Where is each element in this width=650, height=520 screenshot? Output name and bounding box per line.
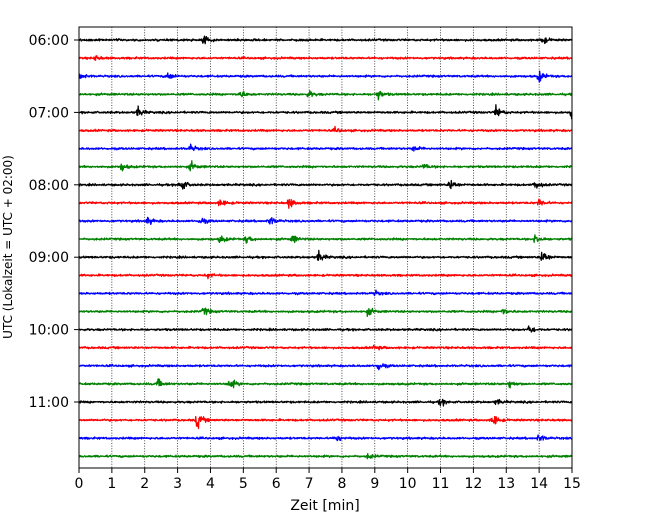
trace-0745 xyxy=(78,160,573,172)
plot-frame xyxy=(78,26,573,469)
y-tick-label-1100: 11:00 xyxy=(29,395,69,411)
x-tick-label-9: 9 xyxy=(370,476,379,492)
trace-0730 xyxy=(78,143,573,152)
y-axis-ticks: 06:00 07:00 08:00 09:00 10:00 11:00 xyxy=(29,33,79,411)
trace-1115 xyxy=(78,415,573,430)
trace-0630 xyxy=(78,70,573,83)
x-tick-label-13: 13 xyxy=(497,476,515,492)
x-tick-label-3: 3 xyxy=(173,476,182,492)
y-tick-label-0800: 08:00 xyxy=(29,178,69,194)
trace-0645 xyxy=(78,90,573,101)
x-tick-label-12: 12 xyxy=(464,476,482,492)
x-tick-label-15: 15 xyxy=(563,476,581,492)
y-tick-label-0600: 06:00 xyxy=(29,33,69,49)
x-axis-ticks: 0 1 2 3 4 5 6 7 8 9 10 11 12 13 14 15 xyxy=(75,468,581,492)
x-tick-label-5: 5 xyxy=(239,476,248,492)
trace-0945 xyxy=(78,307,573,318)
x-tick-label-1: 1 xyxy=(107,476,116,492)
x-tick-label-14: 14 xyxy=(530,476,548,492)
x-tick-label-2: 2 xyxy=(140,476,149,492)
x-tick-label-8: 8 xyxy=(337,476,346,492)
trace-0830 xyxy=(78,216,573,226)
trace-0600 xyxy=(78,35,573,45)
trace-0915 xyxy=(78,273,573,280)
trace-1100 xyxy=(78,398,573,407)
trace-0900 xyxy=(78,249,573,262)
y-tick-label-0700: 07:00 xyxy=(29,105,69,121)
x-axis-title: Zeit [min] xyxy=(290,498,359,514)
trace-0800 xyxy=(78,179,573,190)
x-tick-label-0: 0 xyxy=(75,476,84,492)
x-tick-label-7: 7 xyxy=(305,476,314,492)
x-tick-label-6: 6 xyxy=(272,476,281,492)
trace-1130 xyxy=(78,434,573,442)
trace-0715 xyxy=(78,125,573,133)
y-axis-title: UTC (Lokalzeit = UTC + 02:00) xyxy=(1,155,15,339)
trace-1030 xyxy=(78,363,573,371)
trace-1000 xyxy=(78,325,573,333)
trace-1045 xyxy=(78,378,573,389)
trace-1015 xyxy=(78,344,573,351)
trace-0815 xyxy=(78,198,573,209)
x-tick-label-11: 11 xyxy=(432,476,450,492)
grid-lines xyxy=(111,27,540,468)
trace-0845 xyxy=(78,234,573,244)
trace-group xyxy=(78,35,573,460)
trace-0930 xyxy=(78,289,573,297)
y-tick-label-1000: 10:00 xyxy=(29,323,69,339)
trace-0700 xyxy=(78,104,573,120)
y-tick-label-0900: 09:00 xyxy=(29,250,69,266)
x-tick-label-4: 4 xyxy=(206,476,215,492)
x-tick-label-10: 10 xyxy=(399,476,417,492)
trace-0615 xyxy=(78,55,573,61)
trace-1145 xyxy=(78,453,573,460)
